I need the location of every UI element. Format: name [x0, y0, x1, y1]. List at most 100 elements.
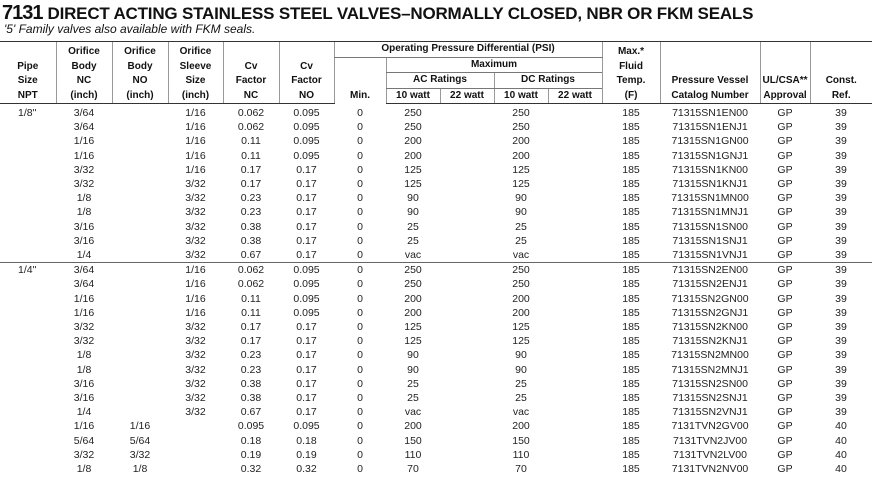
- cell: vac: [404, 249, 422, 262]
- data-row: 1/8" 3/64 1/16 0.062 0.095 0 250 250 185 71315SN1…: [0, 104, 872, 121]
- cell: 110: [512, 448, 530, 461]
- cell: 39: [835, 149, 847, 162]
- cell: vac: [404, 406, 422, 419]
- cell: 0.18: [296, 434, 317, 447]
- header-line: NO: [299, 89, 314, 101]
- cell: 40: [835, 420, 847, 433]
- cell: 71315SN1GN00: [671, 135, 749, 148]
- cell: [112, 306, 168, 320]
- cell: 25: [515, 377, 527, 390]
- cell: [548, 320, 602, 334]
- cell: 0: [357, 335, 363, 348]
- header-line: Factor: [291, 75, 322, 86]
- header-line: Min.: [350, 90, 370, 101]
- cell: 71315SN2MNJ1: [671, 363, 749, 376]
- header-line: Orifice: [124, 46, 156, 57]
- header-line: NC: [76, 75, 92, 86]
- cell: GP: [777, 377, 793, 390]
- cell: [112, 104, 168, 121]
- cell: 0.17: [296, 406, 317, 419]
- cell: [440, 177, 494, 191]
- cell: GP: [777, 178, 793, 191]
- cell: 250: [512, 278, 530, 291]
- data-row: 3/32 3/32 0.17 0.17 0 125 125 185 71315SN2KNJ1 GP…: [0, 334, 872, 348]
- cell: GP: [777, 292, 793, 305]
- cell: 185: [622, 107, 640, 119]
- table-body: 1/8" 3/64 1/16 0.062 0.095 0 250 250 185 71315SN1…: [0, 104, 873, 477]
- cell: 39: [835, 135, 847, 148]
- cell: 90: [515, 363, 527, 376]
- cell: [440, 348, 494, 362]
- cell: [112, 363, 168, 377]
- cell: [440, 306, 494, 320]
- cell: 0: [357, 363, 363, 376]
- cell: 185: [622, 206, 640, 219]
- cell: [440, 292, 494, 306]
- header-line: NO: [132, 75, 148, 86]
- column-header: 10 watt: [385, 88, 440, 104]
- group-header: AC Ratings: [385, 72, 494, 89]
- column-header: UL/CSA** Approval: [759, 41, 811, 104]
- cell: 40: [835, 463, 847, 476]
- cell: 185: [622, 149, 640, 162]
- cell: 0: [357, 278, 363, 291]
- cell: 1/16: [185, 107, 206, 119]
- cell: GP: [777, 392, 793, 405]
- cell: 1/16: [73, 420, 95, 433]
- cell: [440, 320, 494, 334]
- cell: [548, 391, 602, 405]
- cell: 39: [835, 206, 847, 219]
- cell: 5/64: [73, 434, 95, 447]
- cell: 185: [622, 220, 640, 233]
- table-header: Pipe Size NPT Orifice Body NC (inch) Orifice Bod…: [0, 41, 873, 104]
- cell: 0: [357, 463, 363, 476]
- cell: [440, 205, 494, 219]
- cell: 7131TVN2GV00: [671, 420, 749, 433]
- cell: [440, 234, 494, 248]
- cell: 39: [835, 163, 847, 176]
- column-header: Const. Ref.: [809, 41, 873, 104]
- data-row: 1/8 3/32 0.23 0.17 0 90 90 185 71315SN2MNJ1 GP 39: [0, 363, 872, 377]
- cell: 39: [835, 306, 847, 319]
- cell: 0.19: [240, 448, 262, 461]
- cell: 0.095: [293, 306, 320, 319]
- cell: 71315SN2KN00: [672, 321, 748, 334]
- cell: 71315SN1KN00: [672, 163, 748, 176]
- cell: 0.17: [240, 163, 262, 176]
- cell: 0.38: [240, 220, 262, 233]
- cell: 0: [357, 392, 363, 405]
- cell: 125: [512, 178, 530, 191]
- column-header: Cv Factor NO: [278, 41, 334, 104]
- cell: 185: [622, 335, 640, 348]
- group-header: Maximum: [385, 57, 603, 73]
- cell: 71315SN1SNJ1: [672, 234, 748, 247]
- header-row: 10 watt 22 watt 10 watt 22 watt: [0, 88, 872, 104]
- cell: 7131TVN2NV00: [671, 463, 749, 476]
- cell: 3/32: [185, 178, 206, 191]
- cell: 150: [404, 434, 422, 447]
- cell: 39: [835, 278, 847, 291]
- cell: GP: [777, 107, 793, 119]
- cell: [0, 306, 56, 320]
- cell: 90: [407, 363, 419, 376]
- data-row: 1/4 3/32 0.67 0.17 0 vac vac 185 71315SN1VNJ1 GP 3…: [0, 248, 872, 263]
- cell: 25: [407, 234, 419, 247]
- cell: GP: [777, 206, 793, 219]
- cell: 0: [357, 149, 363, 162]
- cell: 1/16: [185, 149, 206, 162]
- cell: 71315SN1EN00: [672, 107, 748, 119]
- cell: [0, 391, 56, 405]
- cell: 0: [357, 106, 363, 119]
- cell: 0.23: [240, 349, 262, 362]
- cell: 0.17: [296, 363, 317, 376]
- header-row: AC Ratings DC Ratings: [0, 72, 872, 89]
- cell: 3/16: [73, 377, 95, 390]
- header-line: Cv: [244, 60, 258, 72]
- cell: vac: [512, 249, 530, 262]
- cell: GP: [777, 463, 793, 476]
- cell: 200: [404, 135, 422, 148]
- data-row: 3/16 3/32 0.38 0.17 0 25 25 185 71315SN2SN00 GP 39: [0, 377, 872, 391]
- cell: 0.095: [293, 121, 320, 134]
- cell: 1/8: [76, 463, 92, 476]
- cell: 1/16: [185, 135, 206, 148]
